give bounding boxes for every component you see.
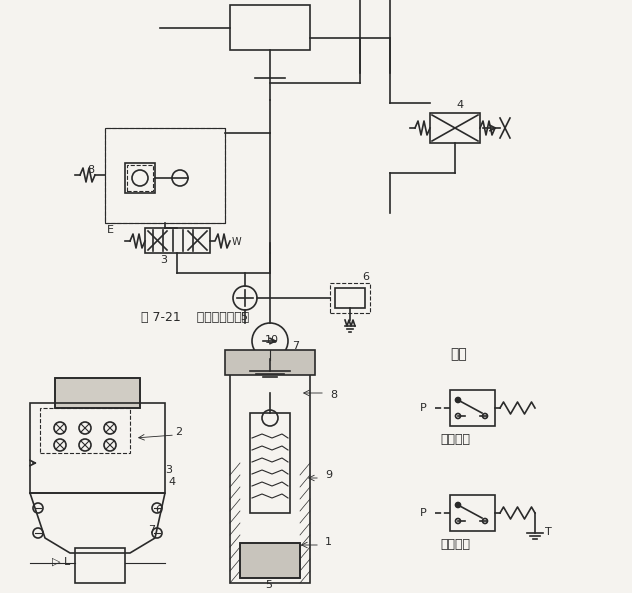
- Text: 4: 4: [168, 477, 175, 487]
- Bar: [230, 363, 310, 583]
- Bar: [145, 228, 210, 253]
- Bar: [330, 283, 370, 313]
- Text: 6: 6: [155, 505, 162, 515]
- Bar: [105, 128, 225, 223]
- Text: P: P: [420, 403, 427, 413]
- Bar: [40, 408, 130, 453]
- Text: T: T: [545, 527, 552, 537]
- Circle shape: [456, 502, 461, 508]
- Bar: [30, 403, 165, 493]
- Circle shape: [456, 397, 461, 403]
- Bar: [230, 5, 310, 50]
- Text: 7: 7: [148, 525, 155, 535]
- Text: W: W: [232, 237, 241, 247]
- Text: 3: 3: [165, 465, 172, 475]
- Text: 2: 2: [175, 427, 182, 437]
- Text: ▷ L: ▷ L: [52, 557, 70, 567]
- Bar: [55, 378, 140, 408]
- Text: E: E: [107, 225, 114, 235]
- Text: 带漏油口: 带漏油口: [440, 538, 470, 551]
- Text: 5: 5: [240, 312, 247, 322]
- Bar: [240, 543, 300, 578]
- Text: 1: 1: [325, 537, 332, 547]
- Bar: [127, 165, 153, 191]
- Text: 8: 8: [330, 390, 337, 400]
- Bar: [240, 543, 300, 578]
- Text: 3: 3: [160, 255, 167, 265]
- Text: 无漏油口: 无漏油口: [440, 433, 470, 446]
- Text: 5: 5: [265, 580, 272, 590]
- Text: 10: 10: [265, 335, 279, 345]
- Bar: [105, 128, 225, 223]
- Bar: [125, 163, 155, 193]
- Text: 4: 4: [456, 100, 463, 110]
- Text: 符号: 符号: [450, 347, 467, 361]
- Bar: [225, 350, 315, 375]
- Text: 7: 7: [292, 341, 299, 351]
- Text: 8: 8: [87, 165, 94, 175]
- Bar: [55, 378, 140, 408]
- Bar: [450, 390, 495, 426]
- Bar: [430, 113, 480, 143]
- Text: 6: 6: [362, 272, 369, 282]
- Text: P: P: [420, 508, 427, 518]
- Bar: [335, 288, 365, 308]
- Text: 9: 9: [325, 470, 332, 480]
- Bar: [75, 548, 125, 583]
- Bar: [250, 413, 290, 513]
- Bar: [450, 495, 495, 531]
- Text: 图 7-21    单向减压阀回路: 图 7-21 单向减压阀回路: [141, 311, 249, 324]
